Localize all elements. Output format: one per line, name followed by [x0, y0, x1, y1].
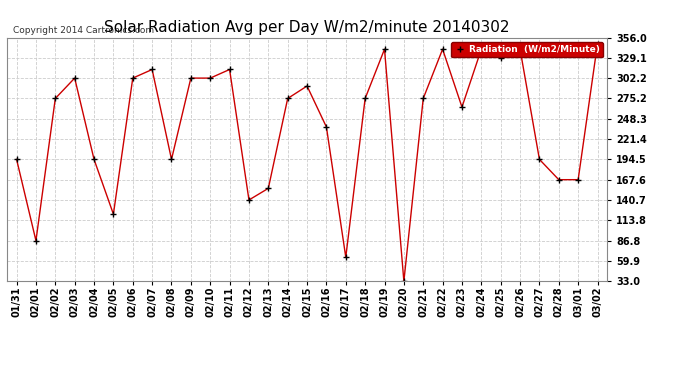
Legend: Radiation  (W/m2/Minute): Radiation (W/m2/Minute): [451, 42, 602, 57]
Title: Solar Radiation Avg per Day W/m2/minute 20140302: Solar Radiation Avg per Day W/m2/minute …: [104, 20, 510, 35]
Text: Copyright 2014 Cartronics.com: Copyright 2014 Cartronics.com: [13, 26, 154, 35]
